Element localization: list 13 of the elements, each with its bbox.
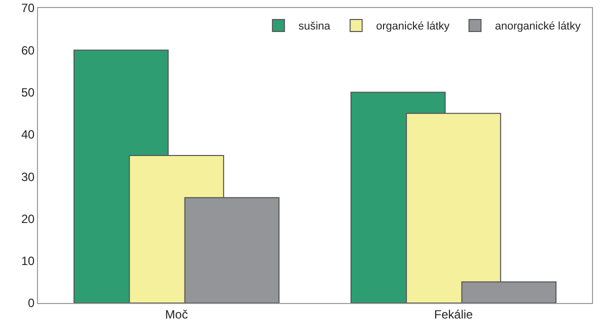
legend-label: organické látky <box>376 20 450 33</box>
legend-label: anorganické látky <box>495 20 582 33</box>
y-tick-label: 50 <box>21 85 35 100</box>
y-tick-label: 40 <box>21 128 35 142</box>
y-tick-label: 30 <box>21 170 35 184</box>
y-tick-label: 0 <box>28 296 35 310</box>
y-tick-label: 60 <box>21 43 35 58</box>
y-tick-label: 20 <box>21 212 35 226</box>
y-tick-label: 70 <box>21 1 35 16</box>
legend-label: sušina <box>298 20 332 33</box>
y-tick-label: 10 <box>21 254 35 268</box>
x-tick-label: Moč <box>165 307 188 322</box>
x-tick-label: Fekálie <box>434 307 474 322</box>
